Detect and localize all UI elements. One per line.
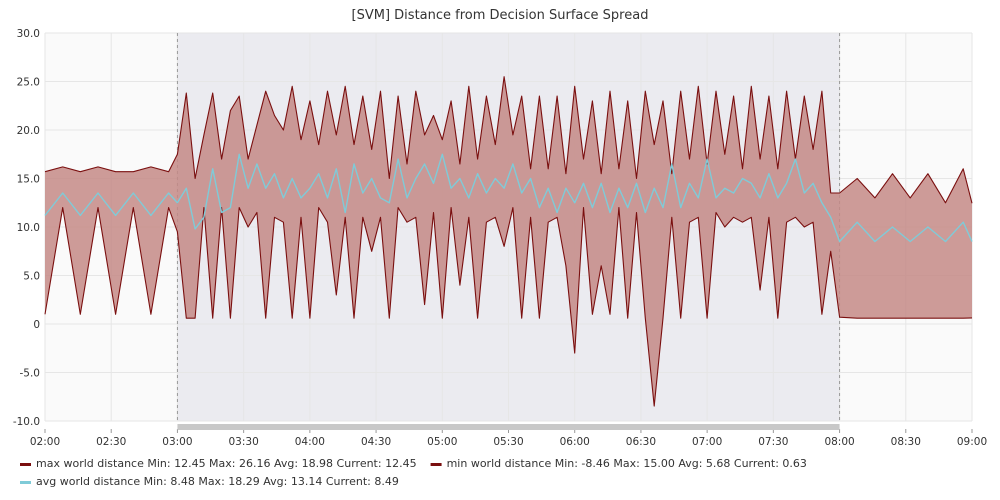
legend-max-swatch bbox=[20, 463, 31, 466]
x-tick-label: 08:00 bbox=[824, 436, 854, 448]
y-tick-label: 0 bbox=[33, 319, 40, 331]
y-tick-label: 25.0 bbox=[17, 77, 40, 89]
legend-avg-label: avg world distance Min: 8.48 Max: 18.29 … bbox=[36, 475, 399, 488]
legend-min-swatch bbox=[430, 463, 442, 466]
legend-min-label: min world distance Min: -8.46 Max: 15.00… bbox=[447, 457, 807, 470]
legend-max-label: max world distance Min: 12.45 Max: 26.16… bbox=[36, 457, 417, 470]
avg-series-line bbox=[44, 153, 973, 243]
x-tick-label: 05:00 bbox=[427, 436, 457, 448]
x-tick-label: 02:00 bbox=[30, 436, 60, 448]
max-series-line bbox=[44, 76, 973, 204]
chart-title: [SVM] Distance from Decision Surface Spr… bbox=[352, 8, 649, 23]
x-tick-label: 09:00 bbox=[957, 436, 987, 448]
y-tick-label: 20.0 bbox=[17, 125, 40, 137]
x-tick-label: 02:30 bbox=[96, 436, 126, 448]
x-tick-label: 04:30 bbox=[361, 436, 391, 448]
legend-avg-swatch bbox=[20, 481, 31, 484]
x-tick-label: 05:30 bbox=[493, 436, 523, 448]
y-tick-label: -5.0 bbox=[20, 368, 41, 380]
legend: max world distance Min: 12.45 Max: 26.16… bbox=[20, 457, 807, 488]
min-series-line bbox=[44, 207, 973, 407]
axes: 30.0 25.0 20.0 15.0 10.0 5.0 0 -5.0 -10.0 02:00 02… bbox=[13, 28, 987, 448]
y-tick-label: 30.0 bbox=[17, 28, 40, 40]
series-area bbox=[44, 76, 973, 407]
selection-bar bbox=[177, 424, 840, 430]
x-tick-label: 06:30 bbox=[626, 436, 656, 448]
x-tick-label: 07:30 bbox=[758, 436, 788, 448]
x-tick-label: 08:30 bbox=[891, 436, 921, 448]
y-tick-label: -10.0 bbox=[13, 416, 40, 428]
x-tick-label: 03:00 bbox=[162, 436, 192, 448]
y-tick-label: 15.0 bbox=[17, 174, 40, 186]
y-tick-label: 5.0 bbox=[23, 271, 40, 283]
x-tick-label: 07:00 bbox=[692, 436, 722, 448]
y-tick-label: 10.0 bbox=[17, 222, 40, 234]
x-tick-label: 04:00 bbox=[295, 436, 325, 448]
x-tick-label: 06:00 bbox=[560, 436, 590, 448]
x-tick-label: 03:30 bbox=[229, 436, 259, 448]
spread-fill bbox=[45, 76, 972, 407]
